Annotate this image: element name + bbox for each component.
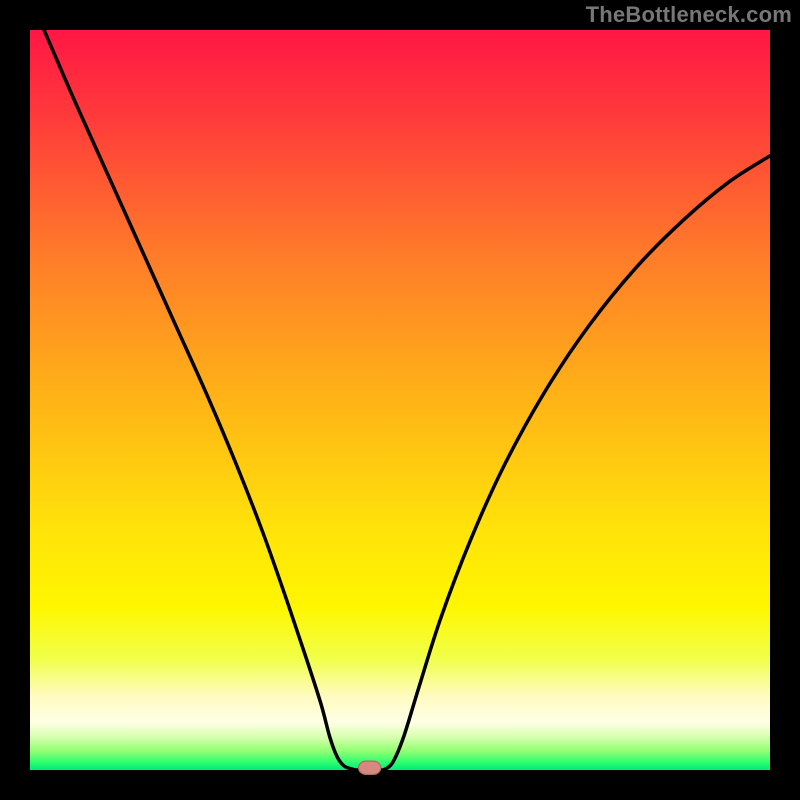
bottleneck-chart: [0, 0, 800, 800]
optimal-point-marker: [359, 761, 381, 774]
watermark-text: TheBottleneck.com: [586, 2, 792, 28]
plot-gradient-background: [30, 30, 770, 770]
